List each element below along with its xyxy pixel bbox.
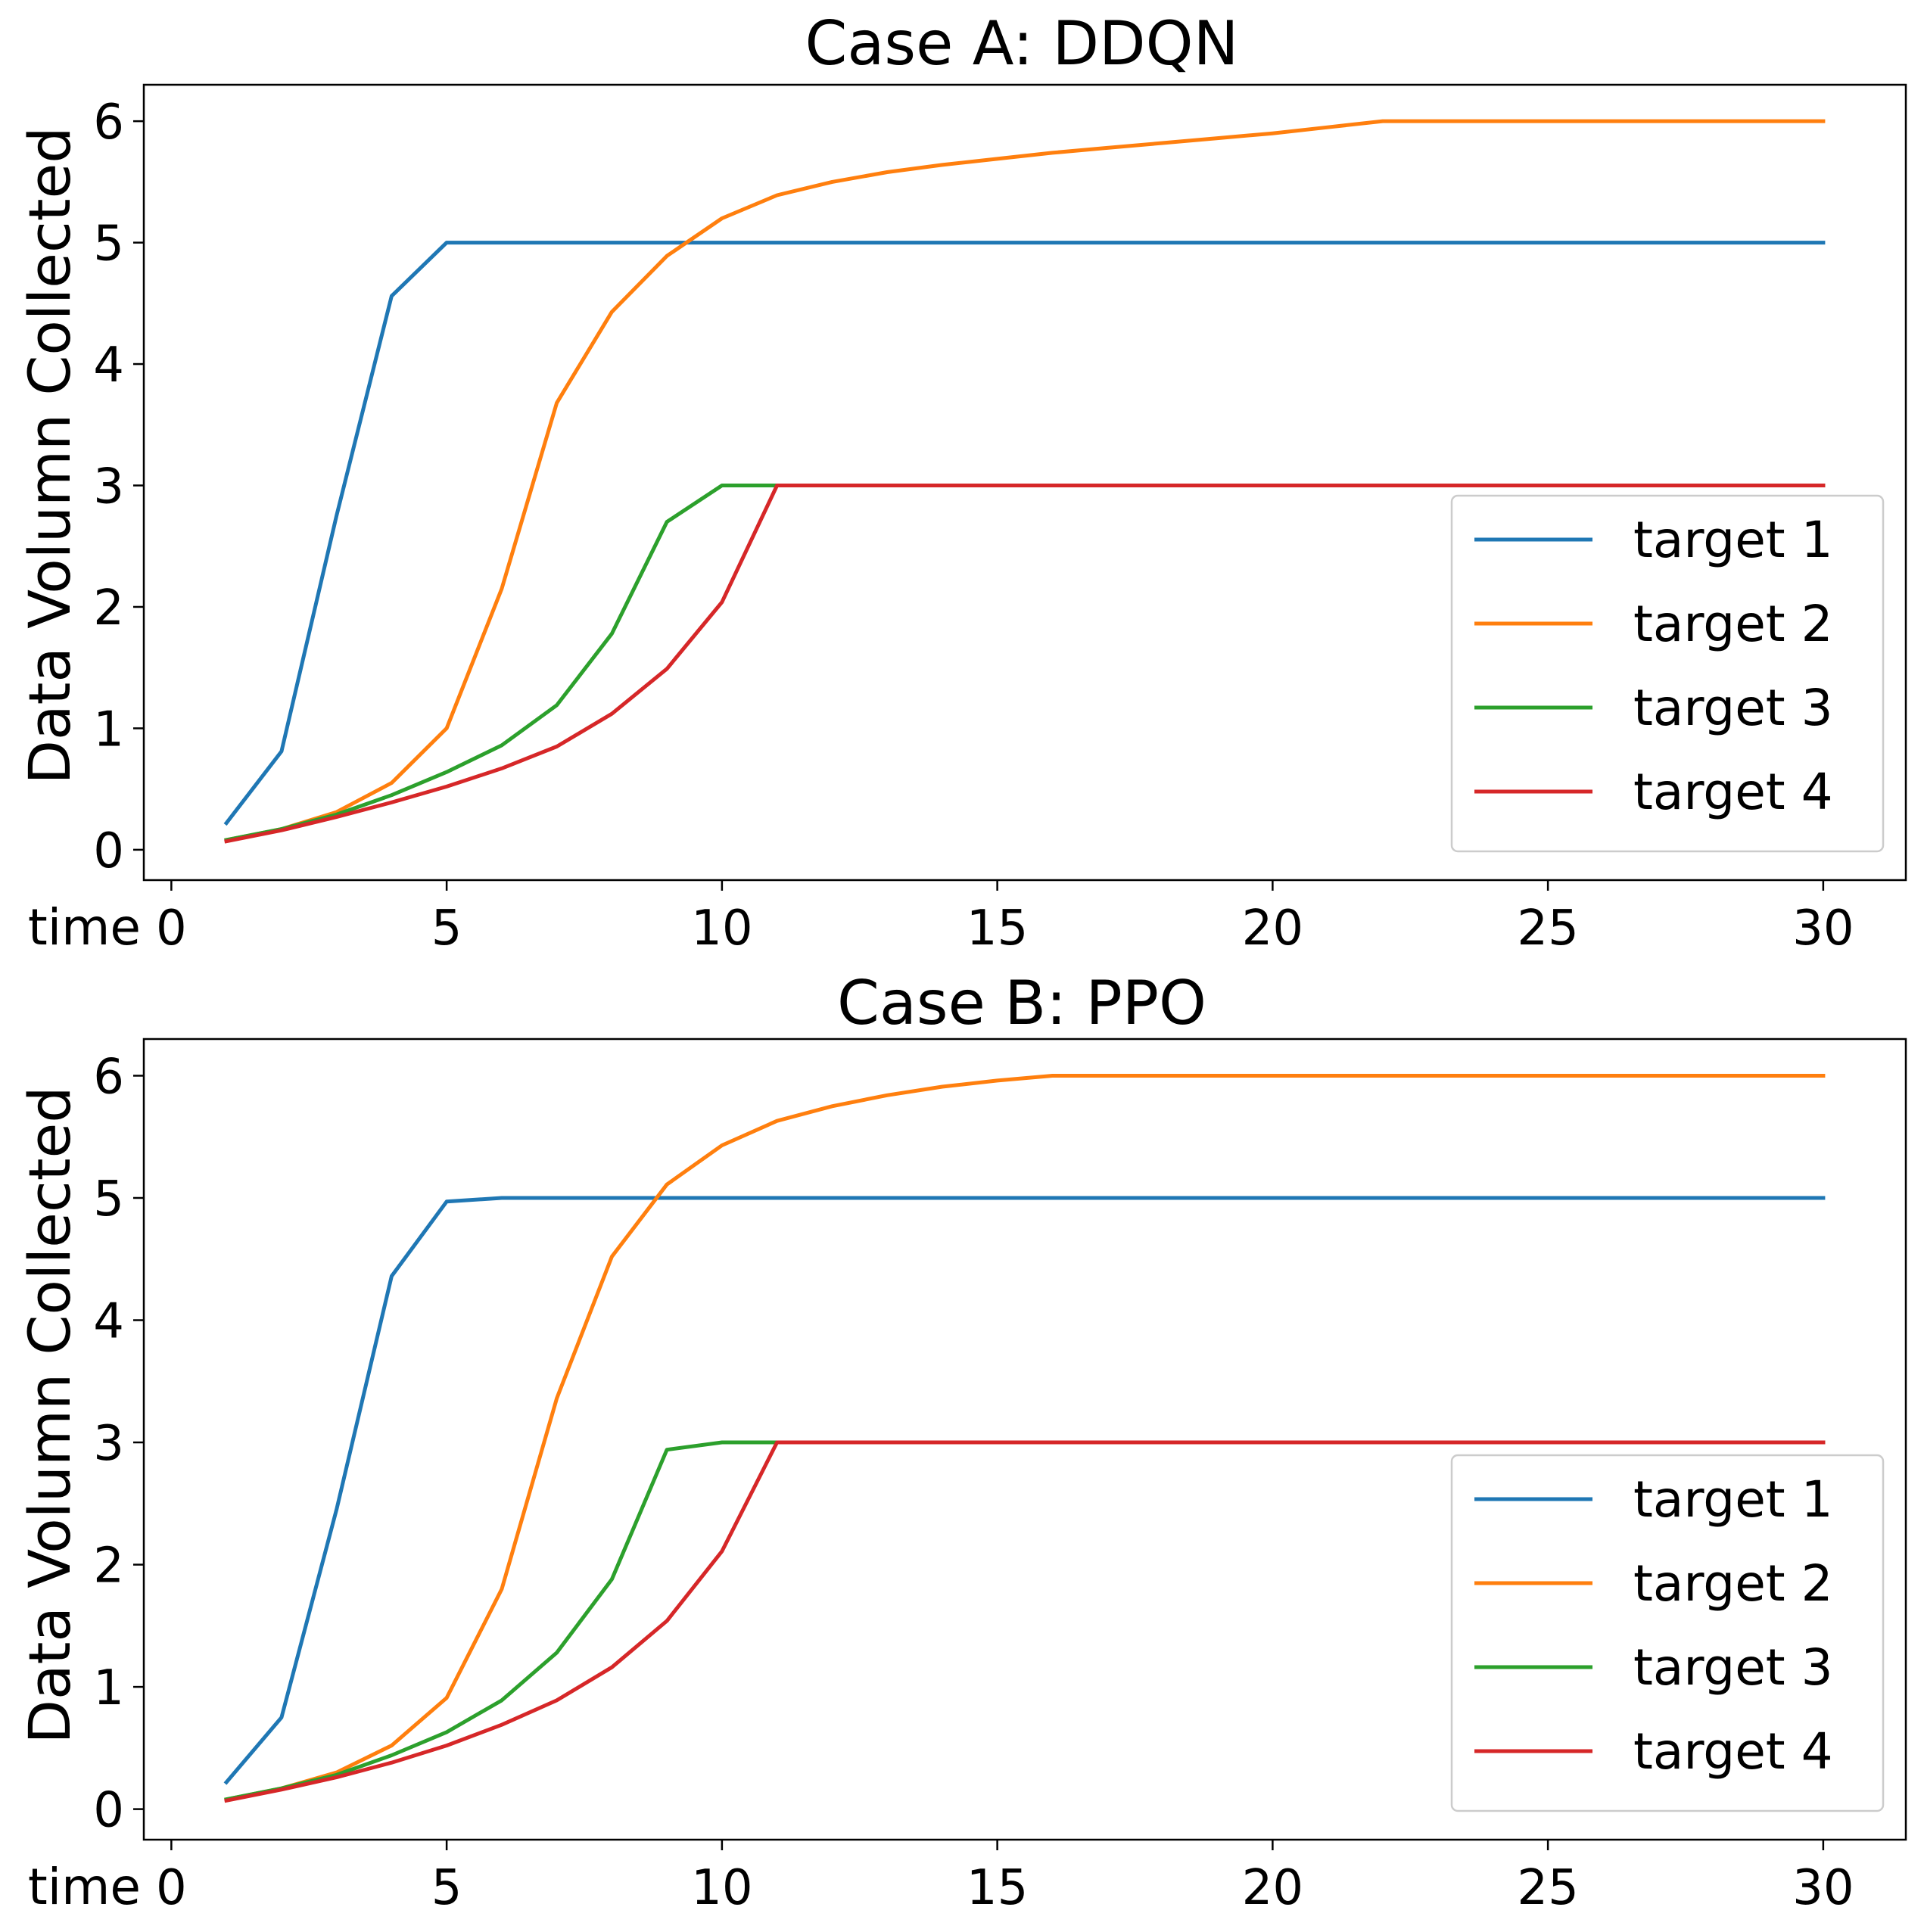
panel-a-ytick-label: 1 [93, 702, 124, 758]
panel-a-legend-label-target-4: target 4 [1633, 763, 1833, 821]
panel-b-xtick-label: 25 [1517, 1860, 1578, 1916]
panel-a-ytick-label: 3 [93, 459, 124, 515]
panel-b-ytick-label: 3 [93, 1416, 124, 1472]
panel-b-series-line-target-1 [223, 1196, 1826, 1785]
panel-a-xtick-label: 10 [691, 901, 752, 957]
panel-a-axes-frame [142, 83, 1907, 882]
panel-b-ytick-label: 4 [93, 1294, 124, 1350]
panel-a-series-line-target-2 [224, 119, 1826, 842]
panel-a-legend-box [1450, 494, 1885, 853]
panel-a-ytick-label: 6 [93, 95, 124, 151]
panel-b-series-line-target-4 [224, 1440, 1826, 1803]
panel-b-xtick-label: 20 [1242, 1860, 1303, 1916]
panel-a-xtick-label: 15 [967, 901, 1028, 957]
panel-b-title: Case B: PPO [837, 968, 1206, 1038]
panel-a-xtick-label: 30 [1792, 901, 1854, 957]
panel-b-ytick-label: 6 [93, 1049, 124, 1105]
panel-a-xtick-label: 0 [156, 901, 187, 957]
panel-a-ytick-label: 5 [93, 216, 124, 272]
panel-a-xlabel: time [28, 898, 141, 957]
panel-b-axes-frame [142, 1038, 1907, 1841]
panel-a-ytick-label: 0 [93, 823, 124, 879]
panel-a: Case A: DDQN Data Volumn Collected time … [16, 8, 1907, 957]
panel-b-legend-label-target-3: target 3 [1633, 1638, 1833, 1697]
panel-a-legend-label-target-1: target 1 [1633, 511, 1833, 569]
panel-b-legend: target 1 target 2 target 3 target 4 [1450, 1454, 1885, 1812]
panel-b-ytick-label: 0 [93, 1783, 124, 1839]
panel-a-legend-label-target-2: target 2 [1633, 595, 1833, 653]
panel-a-ytick-label: 4 [93, 338, 124, 394]
panel-b: Case B: PPO Data Volumn Collected time 0… [16, 968, 1907, 1916]
panel-b-xtick-label: 5 [431, 1860, 462, 1916]
panel-b-legend-label-target-1: target 1 [1633, 1470, 1833, 1529]
panel-a-title: Case A: DDQN [805, 8, 1239, 79]
panel-b-legend-label-target-4: target 4 [1633, 1722, 1833, 1781]
panel-b-xtick-label: 0 [156, 1860, 187, 1916]
panel-a-xtick-label: 25 [1517, 901, 1578, 957]
panel-b-ytick-label: 2 [93, 1538, 124, 1594]
panel-b-legend-box [1450, 1454, 1885, 1812]
panel-b-legend-label-target-2: target 2 [1633, 1554, 1833, 1613]
panel-b-ytick-label: 5 [93, 1171, 124, 1227]
panel-a-ytick-label: 2 [93, 580, 124, 636]
panel-a-series-line-target-4 [224, 484, 1826, 844]
panel-b-xlabel: time [28, 1858, 141, 1916]
panel-a-series-line-target-1 [223, 241, 1826, 826]
panel-a-legend: target 1 target 2 target 3 target 4 [1450, 494, 1885, 853]
panel-a-legend-label-target-3: target 3 [1633, 679, 1833, 737]
panel-a-xtick-label: 20 [1242, 901, 1303, 957]
panel-b-xtick-label: 30 [1792, 1860, 1854, 1916]
panel-a-xtick-label: 5 [431, 901, 462, 957]
panel-b-ytick-label: 1 [93, 1660, 124, 1716]
panel-b-ylabel: Data Volumn Collected [16, 1087, 83, 1744]
panel-b-xtick-label: 10 [691, 1860, 752, 1916]
panel-b-series-line-target-2 [224, 1074, 1826, 1802]
panel-a-ylabel: Data Volumn Collected [16, 127, 83, 785]
panel-b-xtick-label: 15 [967, 1860, 1028, 1916]
